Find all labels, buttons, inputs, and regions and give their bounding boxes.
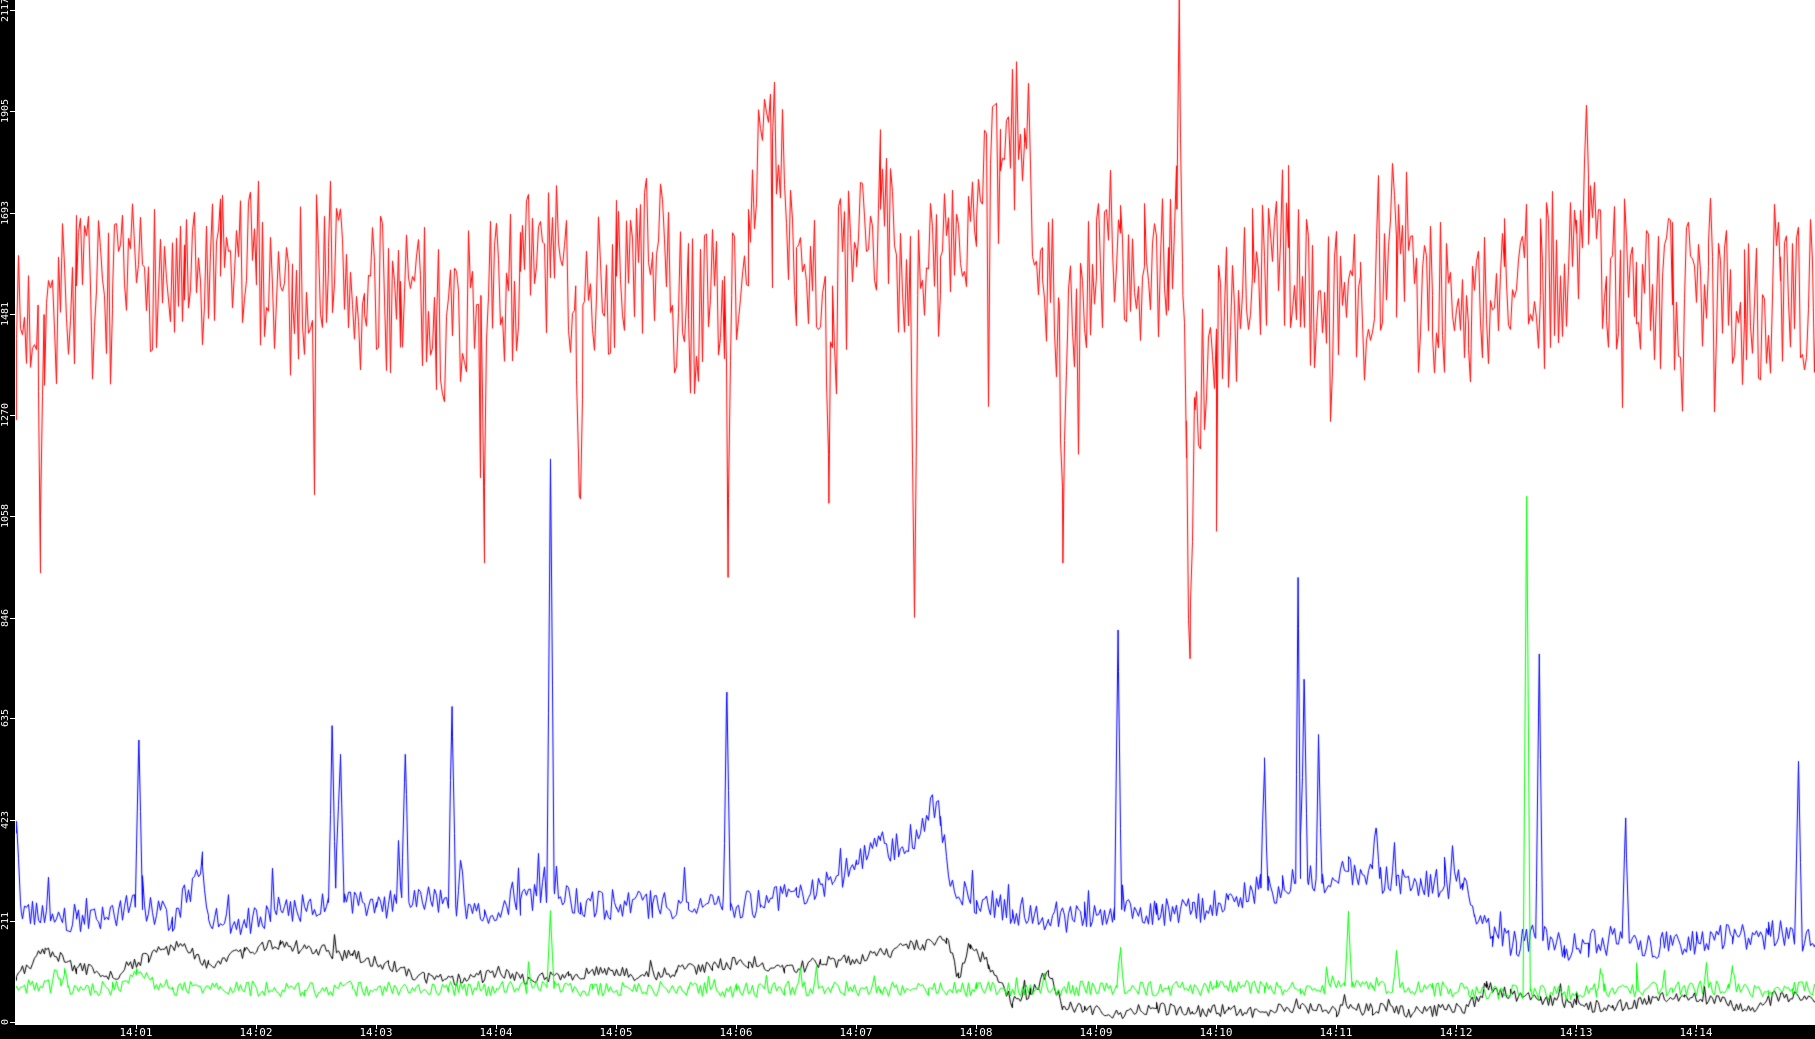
x-tick-mark [736,1025,737,1029]
chart-canvas [15,0,1815,1025]
x-tick-mark [1576,1025,1577,1029]
y-tick-mark [10,718,15,719]
y-tick-label: 846 [0,608,11,628]
y-tick-label: 1905 [0,98,11,124]
y-tick-mark [10,111,15,112]
y-tick-label: 1693 [0,200,11,226]
x-tick-label: 14:06 [719,1026,753,1039]
y-tick-mark [10,921,15,922]
plot-area [15,0,1815,1025]
x-tick-mark [1216,1025,1217,1029]
x-tick-mark [976,1025,977,1029]
x-tick-mark [496,1025,497,1029]
y-tick-mark [10,820,15,821]
x-tick-mark [616,1025,617,1029]
y-tick-mark [10,1022,15,1023]
x-tick-label: 14:05 [599,1026,633,1039]
x-tick-label: 14:13 [1559,1026,1593,1039]
x-tick-label: 14:12 [1439,1026,1473,1039]
x-tick-mark [1336,1025,1337,1029]
x-tick-label: 14:07 [839,1026,873,1039]
y-tick-mark [10,415,15,416]
x-tick-mark [376,1025,377,1029]
x-axis: 14:01 14:02 14:03 14:04 14:05 14:06 14:07 14:08… [0,1025,1815,1039]
x-tick-label: 14:11 [1319,1026,1353,1039]
x-tick-label: 14:03 [359,1026,393,1039]
x-tick-mark [1456,1025,1457,1029]
x-tick-mark [856,1025,857,1029]
y-tick-mark [10,516,15,517]
y-tick-label: 423 [0,810,11,830]
y-axis: 2117 1905 1693 1481 1270 1058 846 635 423 211 0 [0,0,15,1039]
x-tick-label: 14:08 [959,1026,993,1039]
y-tick-label: 1481 [0,301,11,327]
x-tick-label: 14:14 [1679,1026,1713,1039]
x-tick-mark [1096,1025,1097,1029]
x-tick-label: 14:04 [479,1026,513,1039]
x-tick-mark [1696,1025,1697,1029]
x-tick-label: 14:10 [1199,1026,1233,1039]
y-tick-mark [10,10,15,11]
y-tick-mark [10,618,15,619]
x-tick-label: 14:09 [1079,1026,1113,1039]
y-tick-mark [10,314,15,315]
y-tick-mark [10,213,15,214]
x-tick-mark [256,1025,257,1029]
x-tick-mark [136,1025,137,1029]
x-tick-label: 14:02 [239,1026,273,1039]
y-tick-label: 2117 [0,0,11,23]
y-tick-label: 211 [0,911,11,931]
y-tick-label: 1058 [0,503,11,529]
x-tick-label: 14:01 [119,1026,153,1039]
y-tick-label: 635 [0,708,11,728]
y-tick-label: 1270 [0,402,11,428]
